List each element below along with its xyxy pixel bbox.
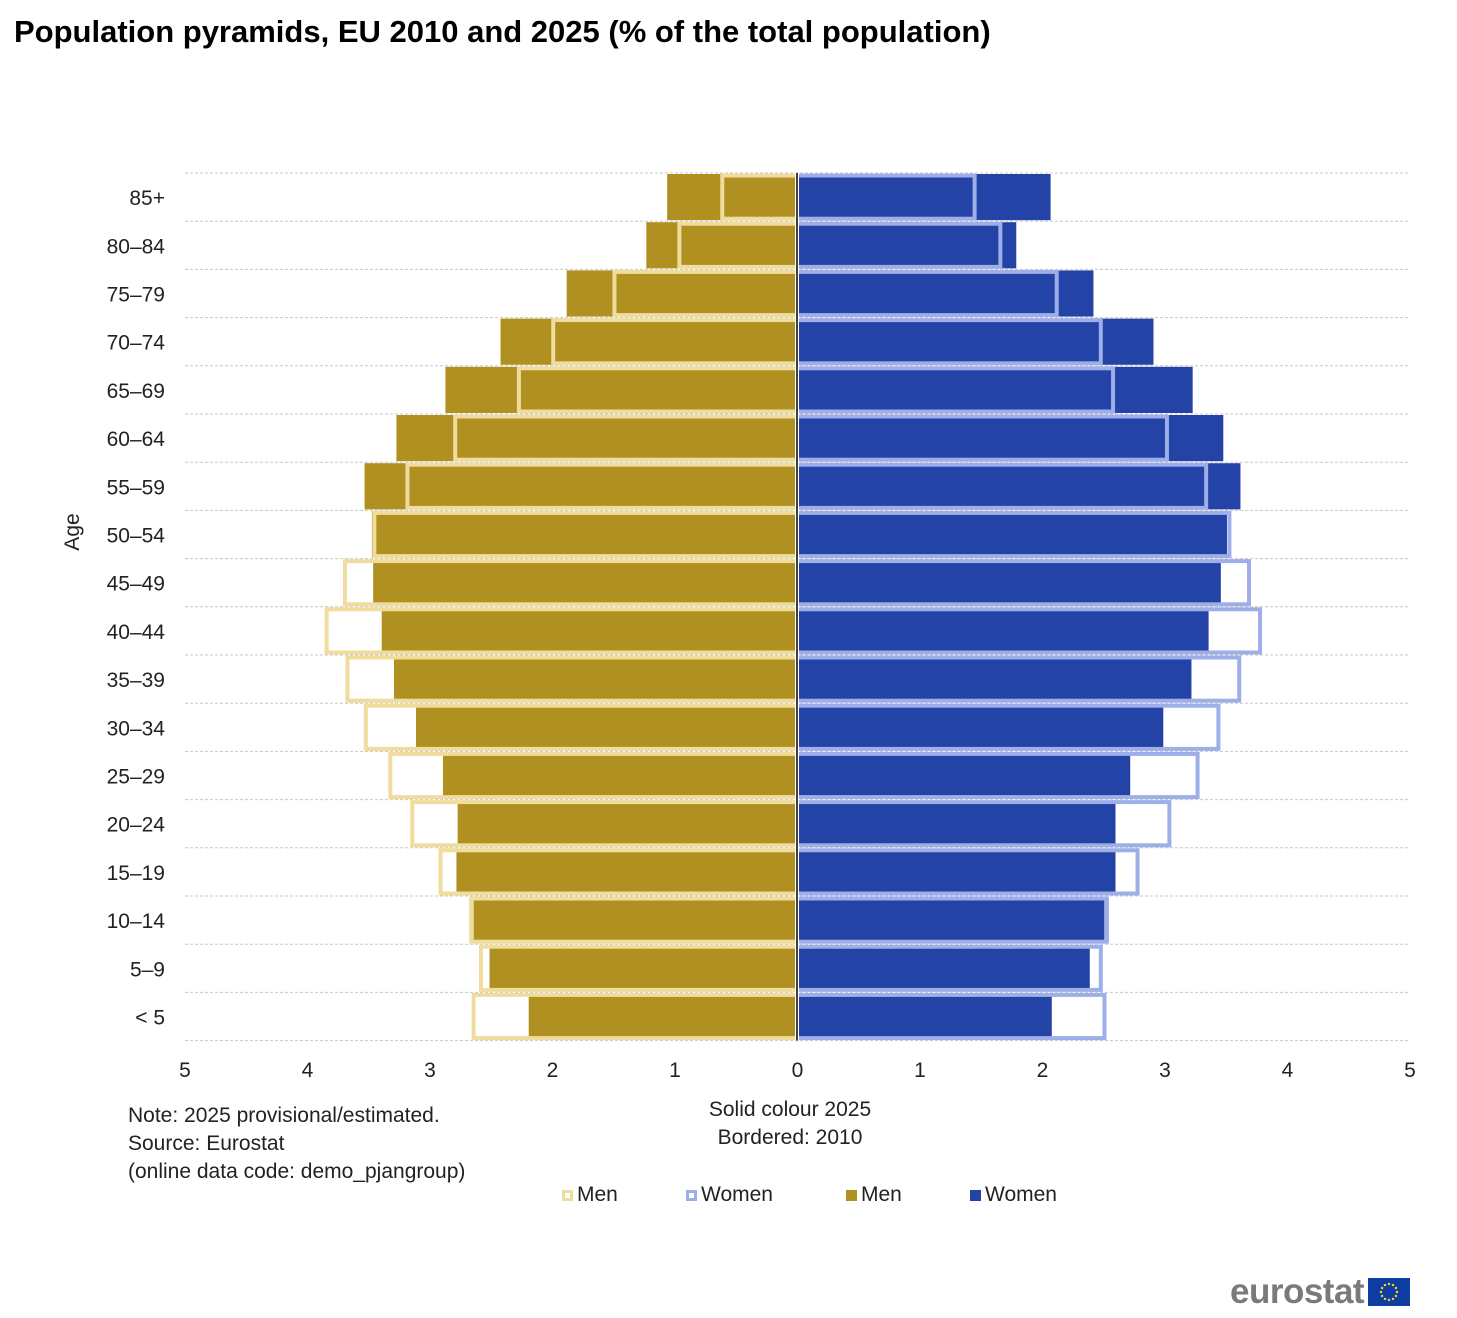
age-tick-label: 15–19 bbox=[107, 862, 165, 885]
bar-men-2025 bbox=[473, 897, 797, 944]
age-tick-label: 85+ bbox=[129, 187, 165, 210]
solid-explanation: Solid colour 2025 bbox=[708, 1098, 872, 1121]
bar-women-2025 bbox=[797, 222, 1017, 269]
bar-women-2025 bbox=[797, 897, 1105, 944]
bar-women-2025 bbox=[797, 848, 1116, 895]
x-tick-label: 4 bbox=[302, 1059, 314, 1082]
legend-item-men-2025: Men bbox=[846, 1183, 902, 1207]
bar-women-2025 bbox=[797, 270, 1094, 317]
legend-swatch bbox=[970, 1189, 981, 1201]
age-tick-label: 80–84 bbox=[107, 235, 166, 258]
age-tick-label: 25–29 bbox=[107, 766, 165, 789]
bar-women-2025 bbox=[797, 607, 1209, 654]
bar-men-2025 bbox=[381, 607, 797, 654]
x-tick-label: 3 bbox=[1159, 1059, 1171, 1082]
bar-men-2025 bbox=[442, 752, 797, 799]
bar-men-2025 bbox=[667, 174, 797, 221]
legend-item-women-2025: Women bbox=[970, 1183, 1057, 1207]
legend-swatch bbox=[686, 1189, 697, 1201]
bar-men-2025 bbox=[416, 704, 797, 751]
legend-label: Men bbox=[861, 1183, 902, 1206]
bar-women-2025 bbox=[797, 463, 1241, 510]
age-tick-label: 55–59 bbox=[107, 476, 165, 499]
note-text: Note: 2025 provisional/estimated. bbox=[128, 1104, 440, 1127]
x-tick-label: 3 bbox=[424, 1059, 436, 1082]
x-tick-label: 5 bbox=[179, 1059, 191, 1082]
bar-women-2025 bbox=[797, 559, 1221, 606]
y-axis-label: Age bbox=[61, 513, 84, 550]
legend-label: Men bbox=[577, 1183, 618, 1206]
legend-label: Women bbox=[985, 1183, 1057, 1206]
x-tick-label: 2 bbox=[547, 1059, 559, 1082]
bar-women-2025 bbox=[797, 511, 1227, 558]
age-tick-label: < 5 bbox=[135, 1007, 165, 1030]
bar-women-2025 bbox=[797, 318, 1154, 365]
bar-women-2025 bbox=[797, 945, 1090, 992]
x-tick-label: 2 bbox=[1037, 1059, 1049, 1082]
bar-women-2025 bbox=[797, 366, 1193, 413]
bar-men-2025 bbox=[500, 318, 797, 365]
bar-men-2025 bbox=[364, 463, 797, 510]
bar-men-2025 bbox=[445, 366, 797, 413]
bar-men-2025 bbox=[456, 848, 797, 895]
age-tick-label: 70–74 bbox=[107, 332, 166, 355]
age-tick-label: 50–54 bbox=[107, 525, 166, 548]
age-tick-label: 65–69 bbox=[107, 380, 165, 403]
legend-item-women-2010: Women bbox=[686, 1183, 773, 1207]
x-tick-label: 5 bbox=[1404, 1059, 1416, 1082]
x-tick-label: 1 bbox=[669, 1059, 681, 1082]
chart-title: Population pyramids, EU 2010 and 2025 (%… bbox=[14, 14, 991, 49]
age-tick-label: 35–39 bbox=[107, 669, 165, 692]
legend-swatch bbox=[846, 1189, 857, 1201]
age-tick-label: 20–24 bbox=[107, 814, 166, 837]
bar-men-2025 bbox=[371, 511, 797, 558]
logo-text: eurostat bbox=[1230, 1272, 1365, 1311]
bar-women-2025 bbox=[797, 993, 1052, 1040]
bar-men-2025 bbox=[373, 559, 797, 606]
bar-men-2025 bbox=[489, 945, 797, 992]
age-tick-label: 10–14 bbox=[107, 910, 166, 933]
bordered-explanation: Bordered: 2010 bbox=[717, 1126, 863, 1149]
bar-men-2025 bbox=[457, 800, 797, 847]
legend-item-men-2010: Men bbox=[562, 1183, 618, 1207]
x-tick-label: 0 bbox=[792, 1059, 804, 1082]
age-tick-label: 5–9 bbox=[130, 958, 165, 981]
age-tick-label: 75–79 bbox=[107, 284, 165, 307]
bar-men-2025 bbox=[393, 656, 797, 703]
age-tick-label: 60–64 bbox=[107, 428, 166, 451]
bar-women-2025 bbox=[797, 174, 1051, 221]
bar-men-2025 bbox=[528, 993, 797, 1040]
data-code-text: (online data code: demo_pjangroup) bbox=[128, 1160, 466, 1183]
bar-women-2025 bbox=[797, 704, 1164, 751]
bar-women-2025 bbox=[797, 656, 1192, 703]
age-tick-label: 40–44 bbox=[107, 621, 166, 644]
bar-men-2025 bbox=[396, 415, 797, 462]
bar-women-2025 bbox=[797, 415, 1224, 462]
bar-women-2025 bbox=[797, 800, 1116, 847]
legend-label: Women bbox=[701, 1183, 773, 1206]
eu-flag-icon bbox=[1368, 1278, 1411, 1306]
age-tick-label: 45–49 bbox=[107, 573, 165, 596]
bar-women-2025 bbox=[797, 752, 1131, 799]
legend-swatch bbox=[562, 1189, 573, 1201]
eurostat-logo: eurostat bbox=[1230, 1272, 1411, 1312]
bar-men-2025 bbox=[646, 222, 797, 269]
x-tick-label: 4 bbox=[1282, 1059, 1294, 1082]
age-tick-label: 30–34 bbox=[107, 717, 166, 740]
x-tick-label: 1 bbox=[914, 1059, 926, 1082]
bar-men-2025 bbox=[566, 270, 797, 317]
source-text: Source: Eurostat bbox=[128, 1132, 285, 1155]
